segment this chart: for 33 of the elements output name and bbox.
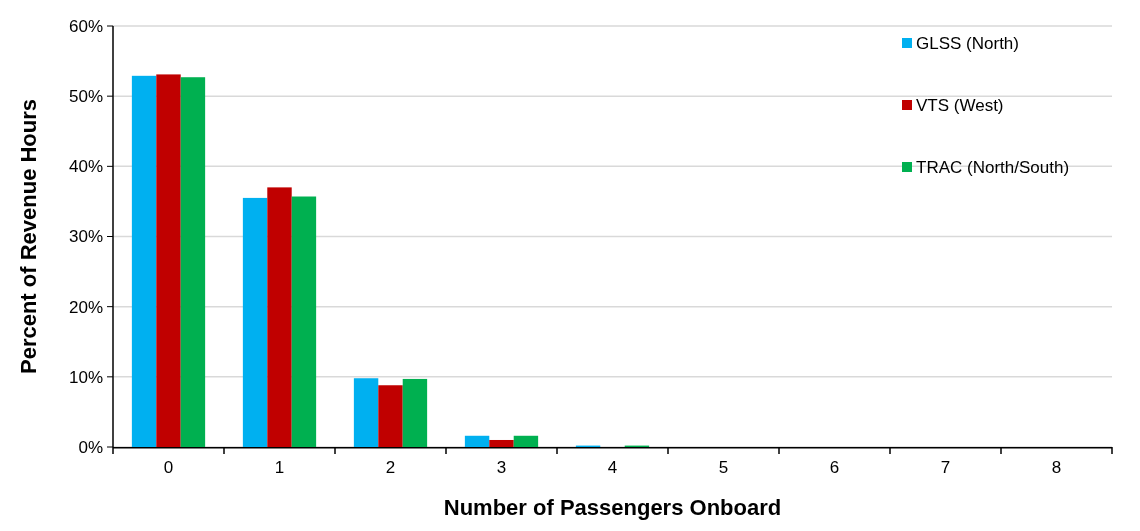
y-tick-label: 0%: [78, 437, 103, 457]
bar: [180, 77, 206, 447]
bar: [402, 378, 428, 447]
bar: [464, 435, 490, 447]
bar: [378, 385, 403, 447]
y-tick-label: 50%: [68, 87, 103, 107]
x-tick-label: 4: [607, 458, 618, 477]
y-tick-label: 30%: [68, 227, 103, 247]
x-tick-label: 3: [496, 458, 507, 477]
bar: [156, 74, 181, 447]
y-tick-label: 10%: [68, 367, 103, 387]
bar: [131, 75, 157, 447]
x-tick-label: 8: [1051, 458, 1062, 477]
legend-label: TRAC (North/South): [916, 157, 1070, 177]
bar: [267, 187, 292, 447]
x-tick-label: 0: [163, 458, 174, 477]
x-tick-label: 2: [385, 458, 396, 477]
bar: [242, 197, 268, 447]
y-axis-title: Percent of Revenue Hours: [16, 98, 41, 375]
y-tick-label: 20%: [68, 297, 103, 317]
y-tick-label: 40%: [68, 157, 103, 177]
x-tick-label: 5: [718, 458, 729, 477]
y-tick-label: 60%: [68, 16, 103, 36]
x-tick-label: 7: [940, 458, 951, 477]
legend-label: GLSS (North): [916, 33, 1019, 53]
bar: [489, 439, 514, 447]
bar: [291, 196, 317, 447]
x-axis-title: Number of Passengers Onboard: [443, 495, 782, 520]
bar: [353, 378, 379, 447]
bar: [513, 435, 539, 447]
legend-label: VTS (West): [916, 95, 1004, 115]
x-tick-label: 6: [829, 458, 840, 477]
x-tick-label: 1: [274, 458, 285, 477]
